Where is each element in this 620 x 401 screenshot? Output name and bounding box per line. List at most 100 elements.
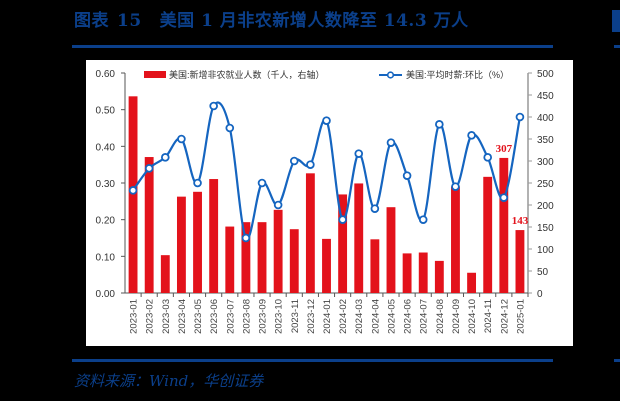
bar-nonfarm-payrolls — [193, 191, 202, 293]
x-axis-tick-label: 2023-04 — [177, 299, 188, 334]
right-axis-tick-label: 50 — [537, 267, 549, 278]
x-axis-tick-label: 2023-08 — [241, 299, 252, 334]
legend: 美国:新增非农就业人数（千人，右轴） 美国:平均时薪:环比（%） — [144, 69, 509, 80]
bar-nonfarm-payrolls — [289, 229, 299, 293]
line-marker — [402, 171, 412, 180]
legend-line-label: 美国:平均时薪:环比（%） — [406, 69, 509, 80]
line-marker — [338, 215, 347, 224]
x-axis-tick-label: 2024-12 — [499, 299, 510, 334]
bar-nonfarm-payrolls — [209, 179, 219, 293]
adjacent-column-fragment — [612, 10, 620, 32]
line-marker — [209, 101, 218, 111]
bar-nonfarm-payrolls — [322, 238, 331, 293]
adjacent-source-rule — [614, 359, 620, 362]
line-marker — [177, 134, 186, 144]
x-axis-tick-label: 2023-07 — [225, 299, 236, 334]
x-axis-tick-label: 2024-10 — [467, 299, 478, 334]
bar-nonfarm-payrolls — [467, 272, 477, 293]
x-axis-tick-label: 2024-11 — [483, 299, 494, 333]
right-axis-tick-label: 100 — [537, 245, 554, 256]
line-marker — [241, 233, 251, 243]
right-axis-tick-label: 300 — [537, 157, 554, 168]
bar-nonfarm-payrolls — [499, 157, 509, 293]
legend-bar-swatch — [144, 71, 166, 78]
source-note: 资料来源：Wind，华创证券 — [74, 372, 264, 390]
bar-nonfarm-payrolls — [434, 260, 444, 293]
bar-nonfarm-payrolls — [515, 230, 525, 293]
x-axis-tick-label: 2023-11 — [290, 299, 301, 333]
left-axis-tick-label: 0.60 — [96, 69, 116, 80]
x-axis-tick-label: 2023-09 — [258, 299, 269, 334]
x-axis-tick-label: 2024-02 — [338, 299, 349, 334]
bar-nonfarm-payrolls — [418, 252, 428, 293]
left-axis-tick-label: 0.20 — [96, 216, 116, 227]
legend-line-swatch — [386, 71, 395, 79]
line-marker — [128, 186, 138, 195]
right-axis-tick-label: 150 — [537, 223, 554, 234]
bar-nonfarm-payrolls — [305, 173, 315, 293]
left-axis-tick-label: 0.10 — [96, 252, 116, 263]
line-marker — [435, 120, 444, 129]
line-marker — [499, 193, 509, 202]
line-marker — [193, 178, 202, 188]
x-axis-tick-label: 2024-08 — [435, 299, 446, 334]
line-marker — [289, 156, 299, 166]
x-axis-tick-label: 2023-01 — [129, 299, 140, 334]
x-axis-tick-label: 2023-10 — [274, 299, 285, 334]
x-axis-tick-label: 2024-09 — [451, 299, 462, 334]
right-axis-tick-label: 350 — [537, 135, 554, 146]
line-marker — [273, 200, 283, 210]
x-axis-tick-label: 2023-06 — [209, 299, 220, 334]
line-marker — [515, 112, 525, 122]
x-axis-tick-label: 2024-05 — [386, 299, 397, 334]
left-axis-tick-label: 0.40 — [96, 142, 116, 153]
x-axis-tick-label: 2024-01 — [322, 299, 333, 334]
combo-chart: 0.00 0.10 0.20 0.30 0.40 0.50 0.60 0 50 100 150 200… — [96, 69, 555, 334]
right-axis-tick-label: 0 — [537, 289, 543, 300]
bar-nonfarm-payrolls — [386, 207, 396, 293]
figure-label: 图表 — [74, 11, 109, 31]
bar-nonfarm-payrolls — [273, 209, 283, 293]
bar-nonfarm-payrolls — [160, 255, 170, 293]
x-axis-tick-label: 2023-05 — [193, 299, 204, 334]
line-marker — [451, 182, 460, 191]
x-axis-tick-label: 2023-12 — [306, 299, 317, 334]
bar-value-annotation: 143 — [512, 215, 529, 227]
x-axis-tick-label: 2024-03 — [354, 299, 365, 334]
line-marker — [386, 138, 396, 147]
bar-nonfarm-payrolls — [483, 176, 493, 293]
bar-value-annotation: 307 — [496, 143, 513, 155]
line-marker — [144, 164, 154, 173]
left-axis-tick-label: 0.00 — [96, 289, 116, 300]
left-axis-tick-label: 0.30 — [96, 179, 116, 190]
line-marker — [225, 123, 235, 133]
bar-nonfarm-payrolls — [257, 222, 267, 293]
right-axis-tick-label: 400 — [537, 113, 554, 124]
figure-title-text: 美国 1 月非农新增人数降至 14.3 万人 — [159, 11, 469, 31]
x-axis-tick-label: 2024-07 — [419, 299, 430, 334]
x-axis-tick-label: 2024-06 — [403, 299, 414, 334]
bar-nonfarm-payrolls — [225, 226, 235, 293]
right-axis-tick-label: 250 — [537, 179, 554, 190]
line-marker — [257, 178, 267, 188]
line-marker — [483, 153, 493, 162]
bar-nonfarm-payrolls — [338, 194, 348, 293]
source-rule — [72, 359, 553, 362]
figure-number: 15 — [117, 11, 142, 31]
bar-nonfarm-payrolls — [144, 157, 154, 293]
bar-nonfarm-payrolls — [176, 196, 186, 293]
chart-panel: 0.00 0.10 0.20 0.30 0.40 0.50 0.60 0 50 100 150 200… — [86, 60, 573, 346]
right-axis-tick-label: 500 — [537, 69, 554, 80]
line-marker — [354, 149, 364, 158]
bar-nonfarm-payrolls — [128, 96, 138, 293]
bar-nonfarm-payrolls — [241, 222, 251, 293]
line-marker — [306, 160, 315, 169]
line-marker — [370, 204, 380, 213]
right-axis-tick-label: 450 — [537, 91, 554, 102]
title-rule — [72, 45, 553, 48]
bar-nonfarm-payrolls — [354, 183, 364, 293]
line-marker — [161, 153, 170, 162]
figure-title: 图表 15 美国 1 月非农新增人数降至 14.3 万人 — [74, 6, 469, 31]
x-axis-tick-label: 2023-02 — [145, 299, 156, 334]
adjacent-title-rule — [614, 45, 620, 48]
